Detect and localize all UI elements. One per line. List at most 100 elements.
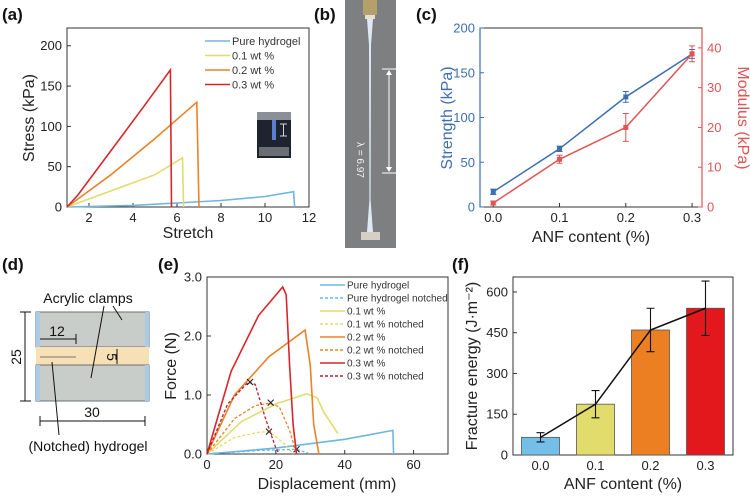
y-tick-label: 50	[461, 155, 475, 170]
x-tick-label: 12	[302, 210, 316, 225]
error-bar	[591, 390, 600, 419]
data-point	[689, 51, 695, 57]
stretched-hydrogel-photo: λ = 6.97	[345, 0, 398, 248]
data-point	[490, 200, 496, 206]
x-tick-label: 0.3	[696, 458, 714, 473]
y-tick-label: 0	[55, 200, 62, 215]
plot-frame-3	[512, 276, 734, 456]
y-tick-label: 150	[40, 79, 62, 94]
series-line-strength	[492, 53, 693, 193]
plot-frame-2	[206, 276, 449, 455]
legend-label: 0.2 wt %	[347, 333, 385, 344]
panel-label-c: (c)	[416, 5, 437, 24]
series-line-0-3-wt-	[66, 67, 173, 208]
legend-label: 0.1 wt %	[232, 51, 274, 63]
clamps-label: Acrylic clamps	[43, 290, 132, 306]
series-line-0-1-wt-	[66, 156, 185, 208]
x-tick-label: 0.2	[617, 210, 635, 225]
data-point	[557, 146, 563, 152]
x-tick-label: 4	[129, 210, 136, 225]
y2-tick-label: 30	[707, 80, 721, 95]
y-tick-label: 150	[453, 65, 475, 80]
y-tick-label: 100	[453, 110, 475, 125]
x-tick-label: 8	[217, 210, 224, 225]
x-tick-label: 60	[406, 457, 420, 472]
y-tick-label: 200	[40, 38, 62, 53]
x-tick-label: 0	[203, 457, 210, 472]
series-line-0-2-wt-	[66, 100, 200, 208]
dim-gap: 5	[104, 353, 120, 361]
y-tick-label: 300	[486, 366, 508, 381]
x-tick-label: 0.3	[683, 210, 701, 225]
c-xlabel: ANF content (%)	[532, 229, 650, 246]
error-bar	[536, 432, 545, 443]
y-tick-label: 0	[501, 448, 508, 463]
panel-label-f: (f)	[452, 255, 469, 274]
plot-frame-0	[66, 27, 310, 208]
y2-tick-label: 20	[707, 120, 721, 135]
y-tick-label: 1.0	[184, 388, 202, 403]
y2-tick-label: 0	[707, 200, 714, 215]
series-line-pure-hydrogel	[66, 190, 296, 208]
panel-label-a: (a)	[2, 5, 23, 24]
legend-label: 0.3 wt %	[347, 359, 385, 370]
series-line-0-2-wt-	[206, 328, 320, 455]
fracture-marker	[246, 378, 254, 386]
x-tick-label: 6	[173, 210, 180, 225]
top-clamp	[35, 311, 150, 348]
trend-line	[540, 307, 706, 438]
dim-width: 30	[84, 404, 100, 420]
x-tick-label: 0.2	[641, 458, 659, 473]
dim-notch: 12	[49, 323, 65, 339]
panel-label-b: (b)	[314, 5, 336, 24]
legend-label: Pure hydrogel	[347, 281, 409, 292]
error-bar	[646, 307, 655, 353]
sample-diagram: 25 12 5 30 Acrylic clamps (Notched) hydr…	[8, 290, 150, 454]
series-line-pure-hydrogel	[206, 429, 395, 455]
legend-label: Pure hydrogel notched	[347, 294, 448, 305]
data-point	[623, 124, 629, 130]
panel-label-e: (e)	[158, 255, 179, 274]
stretch-ratio-text: λ = 6.97	[354, 142, 365, 178]
panel-label-d: (d)	[2, 255, 24, 274]
y-tick-label: 0.0	[184, 447, 202, 462]
series-line-0-1-wt-	[206, 392, 339, 455]
x-tick-label: 20	[269, 457, 283, 472]
series-line-0-3-wt-	[206, 285, 298, 455]
fracture-marker	[267, 399, 275, 407]
y-tick-label: 150	[486, 407, 508, 422]
y2-tick-label: 10	[707, 160, 721, 175]
f-xlabel: ANF content (%)	[564, 476, 682, 493]
x-tick-label: 0.0	[531, 458, 549, 473]
legend-label: 0.1 wt % notched	[347, 320, 424, 331]
x-tick-label: 0.1	[586, 458, 604, 473]
hydrogel-strip	[36, 347, 149, 365]
x-tick-label: 0.1	[550, 210, 568, 225]
error-bar	[701, 280, 710, 336]
y-tick-label: 3.0	[184, 270, 202, 285]
legend-label: 0.1 wt %	[347, 307, 385, 318]
y-tick-label: 2.0	[184, 329, 202, 344]
legend-label: Pure hydrogel	[232, 36, 301, 48]
f-ylabel: Fracture energy (J·m⁻²)	[464, 282, 481, 450]
plot-frame-1	[479, 27, 703, 208]
hydrogel-label: (Notched) hydrogel	[28, 438, 147, 454]
y-tick-label: 450	[486, 325, 508, 340]
series-line-modulus	[492, 53, 693, 204]
e-xlabel: Displacement (mm)	[258, 476, 397, 493]
y-tick-label: 0	[468, 200, 475, 215]
series-line-0-1-wt-notched	[206, 430, 294, 455]
fracture-marker	[265, 428, 273, 435]
c-y2label: Modulus (kPa)	[734, 66, 750, 169]
data-point	[490, 189, 496, 195]
series-line-0-3-wt-notched	[206, 381, 280, 455]
y2-tick-label: 40	[707, 40, 721, 55]
c-ylabel: Strength (kPa)	[439, 66, 456, 169]
y-tick-label: 600	[486, 284, 508, 299]
dim-height: 25	[8, 349, 24, 365]
x-tick-label: 10	[258, 210, 272, 225]
e-ylabel: Force (N)	[163, 332, 180, 400]
y-tick-label: 50	[48, 159, 62, 174]
x-tick-label: 40	[337, 457, 351, 472]
